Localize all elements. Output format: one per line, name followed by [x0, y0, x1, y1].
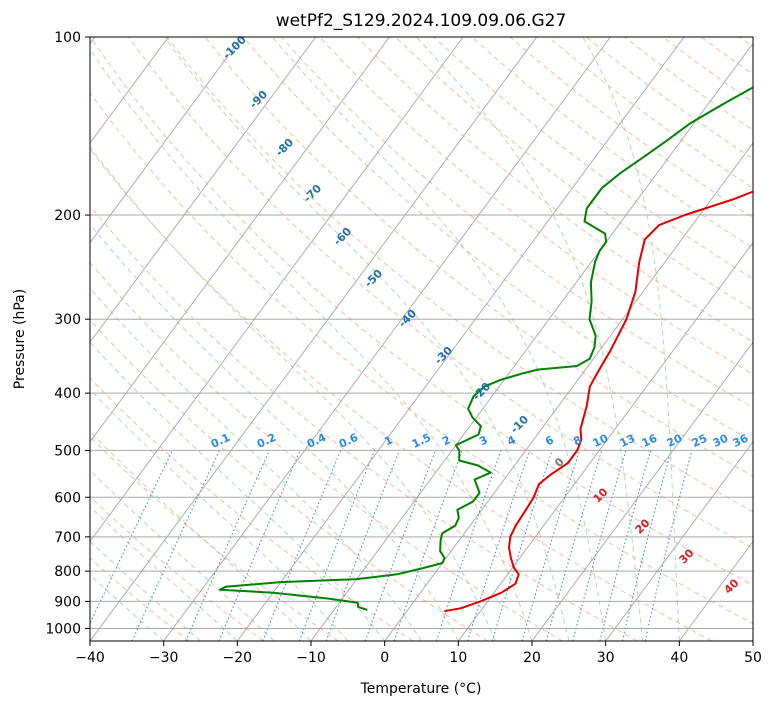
x-axis-ticks: −40 −30 −20 −10 0 10 20 30 40 50 [75, 641, 762, 666]
mixing-ratio-line [185, 450, 270, 641]
mixing-ratio-line [491, 450, 553, 641]
dewpoint-profile-line [219, 86, 753, 611]
skewed-isotherm-line [384, 142, 753, 641]
moist-adiabat-line [90, 574, 165, 641]
background-lines [90, 37, 753, 641]
moist-adiabat-line [90, 223, 459, 641]
mixing-ratio-line [435, 450, 502, 641]
x-tick-label: −30 [149, 650, 179, 666]
x-tick-label: 10 [449, 650, 467, 666]
mixing-ratio-line [599, 450, 652, 641]
skewed-isotherm-line [90, 37, 390, 443]
chart-title: wetPf2_S129.2024.109.09.06.G27 [276, 11, 567, 31]
skewed-isotherm-line [163, 37, 611, 641]
mixing-ratio-label: 36 [731, 432, 751, 450]
dry-adiabat-line [242, 37, 753, 443]
x-tick-label: −10 [296, 650, 326, 666]
skewed-isotherm-line [90, 37, 317, 344]
dry-adiabat-line [90, 557, 190, 641]
skewed-isotherm-line [310, 42, 753, 641]
dry-adiabat-line [90, 148, 712, 641]
mixing-ratio-line [572, 450, 627, 641]
y-tick-label: 700 [54, 530, 81, 546]
moist-adiabat-line [90, 388, 349, 641]
moist-adiabat-line [90, 469, 275, 641]
y-tick-label: 600 [54, 490, 81, 506]
x-tick-label: −20 [223, 650, 253, 666]
y-tick-label: 300 [54, 312, 81, 328]
plot-background [90, 37, 753, 641]
mixing-ratio-line [218, 450, 301, 641]
mixing-ratio-label: 13 [618, 432, 637, 450]
skewed-isotherm-line [457, 241, 753, 641]
mixing-ratio-label: 25 [690, 432, 709, 450]
mixing-ratio-label: 30 [711, 432, 731, 450]
x-tick-label: 40 [670, 650, 688, 666]
dry-adiabat-line [90, 377, 414, 641]
dry-adiabat-line [90, 37, 753, 586]
skewed-isotherm-line [90, 37, 169, 144]
dry-adiabat-line [166, 37, 753, 513]
y-tick-label: 100 [54, 30, 81, 46]
grid-lines [90, 37, 753, 641]
y-axis-ticks: 100 200 300 400 500 600 700 800 900 1000 [45, 30, 90, 637]
x-axis-label: Temperature (°C) [360, 681, 482, 697]
x-tick-label: −40 [75, 650, 105, 666]
mixing-ratio-line [298, 450, 375, 641]
mixing-ratio-label: 10 [591, 432, 611, 450]
dry-adiabat-line [90, 204, 638, 641]
x-tick-label: 20 [523, 650, 541, 666]
x-tick-label: 50 [744, 650, 762, 666]
moist-adiabat-line [271, 37, 607, 641]
moist-adiabat-line [415, 37, 643, 641]
y-tick-label: 800 [54, 564, 81, 580]
profile-lines [219, 86, 753, 613]
mixing-ratio-line [545, 450, 603, 641]
mixing-ratio-label: 20 [665, 432, 685, 450]
mixing-ratio-line [521, 450, 581, 641]
moist-adiabat-line [90, 48, 533, 641]
y-tick-label: 200 [54, 208, 81, 224]
mixing-ratio-line [262, 450, 342, 641]
dry-adiabat-line [280, 37, 753, 409]
mixing-ratio-line [467, 450, 530, 641]
moist-adiabat-line [90, 430, 312, 641]
skewed-isotherm-line [90, 37, 464, 543]
skewed-isotherm-line [531, 341, 753, 641]
mixing-ratio-line [364, 450, 436, 641]
x-tick-label: 30 [597, 650, 615, 666]
skewed-isotherm-line [752, 640, 753, 641]
skewed-isotherm-line [90, 37, 538, 641]
mixing-ratio-line [325, 450, 400, 641]
moist-adiabat-line [90, 145, 496, 641]
mixing-ratio-line [621, 450, 672, 641]
dry-adiabat-line [90, 91, 753, 625]
y-tick-label: 500 [54, 443, 81, 459]
moist-adiabat-line [90, 341, 386, 641]
dry-adiabat-line [357, 37, 753, 343]
mixing-ratio-label: 16 [640, 432, 660, 450]
skewed-isotherm-line [90, 37, 243, 244]
y-tick-label: 400 [54, 386, 81, 402]
x-tick-label: 0 [380, 650, 389, 666]
moist-adiabat-line [582, 37, 680, 641]
y-axis-label: Pressure (hPa) [12, 289, 28, 389]
y-tick-label: 900 [54, 594, 81, 610]
skewed-isotherm-line [605, 440, 753, 641]
y-tick-label: 1000 [45, 621, 81, 637]
skewed-isotherm-line [236, 37, 685, 641]
plot-frame [89, 36, 754, 642]
moist-adiabat-line [90, 540, 201, 641]
temperature-profile-line [444, 190, 753, 613]
